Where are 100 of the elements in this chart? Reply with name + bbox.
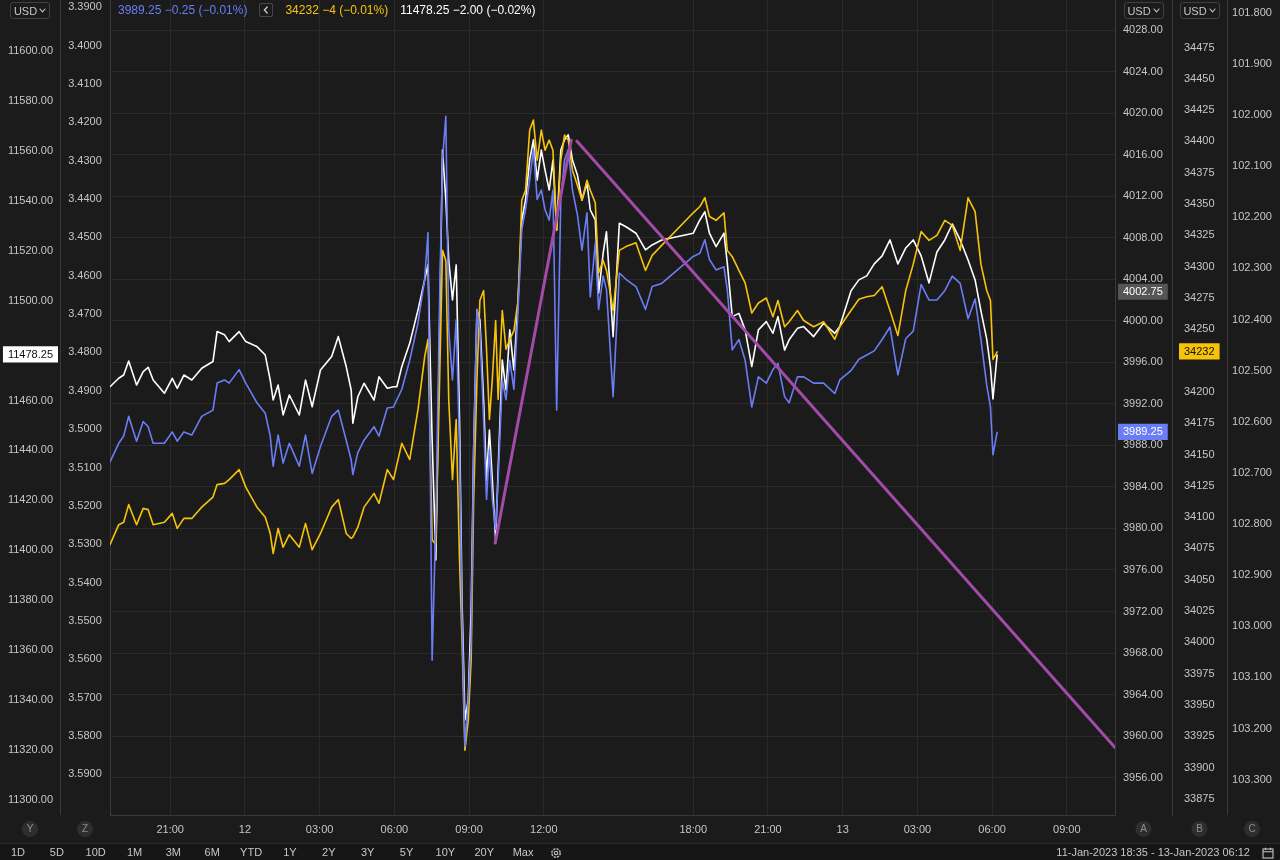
y-tick-label: 3984.00 <box>1123 479 1163 492</box>
x-tick-label: 06:00 <box>380 822 409 835</box>
y-tick-label: 3968.00 <box>1123 646 1163 659</box>
y2-tick-label: 34200 <box>1184 384 1215 397</box>
x-tick-label: 03:00 <box>305 822 334 835</box>
text: 3.4400 <box>67 191 103 206</box>
text: 3.4500 <box>67 229 103 244</box>
text: 6M <box>203 845 221 859</box>
y2-tick-label: 34425 <box>1184 103 1215 116</box>
x-tick-label: 13 <box>836 822 849 835</box>
text: 102.600 <box>1231 413 1273 428</box>
y3-tick-label: 11340.00 <box>7 693 54 706</box>
y2-tick-label: 34000 <box>1184 635 1215 648</box>
y2-tick-label: 34475 <box>1184 40 1215 53</box>
y2-tick-label: 33925 <box>1184 729 1215 742</box>
x-tick-label: 12:00 <box>530 822 558 835</box>
text: 102.300 <box>1231 260 1273 275</box>
y2-tick-label: 34125 <box>1184 478 1215 491</box>
text: 103.200 <box>1231 720 1273 735</box>
text: 3.4900 <box>67 382 103 397</box>
y3-axis-title: Y <box>26 823 34 835</box>
text: 10Y <box>434 845 457 859</box>
y3-tick-label: 11500.00 <box>7 293 54 306</box>
y-tick-label: 4028.00 <box>1123 23 1163 36</box>
text: 3.5900 <box>67 766 103 781</box>
text: 5D <box>48 845 65 859</box>
y3-tick-label: 11580.00 <box>7 93 54 106</box>
text: 3.5200 <box>67 497 103 512</box>
text: 103.000 <box>1231 618 1273 633</box>
text: 3.4200 <box>67 114 103 129</box>
text: 3.5600 <box>67 651 103 666</box>
y2-tick-label: 33975 <box>1184 666 1215 679</box>
text: 102.900 <box>1231 567 1273 582</box>
y2-tick-label: 34175 <box>1184 416 1215 429</box>
y2-tick-label: 33950 <box>1184 698 1215 711</box>
y3-tick-label: 11380.00 <box>7 593 54 606</box>
y2-tick-label: 34232 <box>1184 344 1215 357</box>
y2-tick-label: 33875 <box>1184 792 1215 804</box>
y2-tick-label: 34375 <box>1184 165 1215 178</box>
text: 3.4300 <box>67 152 103 167</box>
text: 3Y <box>359 845 376 859</box>
text: 3.4100 <box>67 76 103 90</box>
text: 10D <box>84 845 107 859</box>
annotation: 3989.25 −0.25 (−0.01%) <box>118 3 248 17</box>
y-tick-label: 3972.00 <box>1123 604 1163 617</box>
text: 1M <box>125 845 144 859</box>
y-tick-label: 3960.00 <box>1123 729 1163 742</box>
y2-axis-title: B <box>1196 823 1204 835</box>
currency-dropdown: USD <box>1179 2 1220 19</box>
y2-tick-label: 34350 <box>1184 197 1215 210</box>
y-tick-label: 3989.25 <box>1123 425 1163 438</box>
y3-tick-label: 11540.00 <box>7 193 54 206</box>
text: 3.5300 <box>67 536 103 551</box>
text: 11-Jan-2023 18:35 - 13-Jan-2023 06:12 <box>1056 845 1250 859</box>
y-tick-label: 4012.00 <box>1123 189 1163 202</box>
text: 3.4600 <box>67 267 103 282</box>
x-tick-label: 21:00 <box>156 822 184 835</box>
y-tick-label: 4020.00 <box>1123 106 1163 119</box>
x-tick-label: 12 <box>238 822 252 835</box>
y3-tick-label: 11520.00 <box>7 243 54 256</box>
y3-tick-label: 11320.00 <box>7 743 54 756</box>
text: 102.200 <box>1231 209 1273 224</box>
y2-tick-label: 34100 <box>1184 510 1215 523</box>
x-tick-label: 06:00 <box>978 822 1006 835</box>
text: 102.800 <box>1231 516 1273 531</box>
y-tick-label: 3996.00 <box>1123 355 1163 368</box>
text: 3.4700 <box>67 306 103 321</box>
annotation: 34232 −4 (−0.01%) <box>285 3 389 17</box>
y2-tick-label: 34275 <box>1184 291 1215 303</box>
text: 20Y <box>473 845 495 859</box>
text: 101.900 <box>1231 55 1273 70</box>
y3-tick-label: 11440.00 <box>7 443 54 456</box>
currency-dropdown: USD <box>1123 2 1164 19</box>
text: 3.5400 <box>67 574 103 589</box>
y-tick-label: 3992.00 <box>1123 396 1163 409</box>
y3-tick-label: 11360.00 <box>7 643 54 656</box>
y-tick-label: 4024.00 <box>1123 64 1163 77</box>
text: 101.800 <box>1231 4 1273 19</box>
y-tick-label: 4000.00 <box>1123 313 1163 326</box>
x-tick-label: 21:00 <box>754 822 782 835</box>
y-tick-label: 4016.00 <box>1123 147 1163 160</box>
text: 2Y <box>321 845 337 859</box>
y-tick-label: 4008.00 <box>1123 230 1163 243</box>
text: 3.4800 <box>67 344 103 359</box>
text: 102.000 <box>1231 107 1273 122</box>
y2-tick-label: 34450 <box>1184 71 1215 84</box>
y2-tick-label: 34250 <box>1184 322 1215 335</box>
text: 102.100 <box>1231 158 1273 173</box>
text: 3.5500 <box>67 612 103 627</box>
text: Max <box>511 845 535 859</box>
y-axis-title: A <box>1140 823 1148 835</box>
text: YTD <box>239 845 264 859</box>
text: 3M <box>164 845 183 859</box>
y2-tick-label: 34300 <box>1184 259 1215 272</box>
y-tick-label: 3964.00 <box>1123 687 1163 700</box>
y-tick-label: 3956.00 <box>1123 770 1163 783</box>
text: Z <box>77 821 93 837</box>
text: 102.400 <box>1231 311 1273 326</box>
annotation: 11478.25 −2.00 (−0.02%) <box>400 3 536 17</box>
y2-tick-label: 33900 <box>1184 760 1215 773</box>
